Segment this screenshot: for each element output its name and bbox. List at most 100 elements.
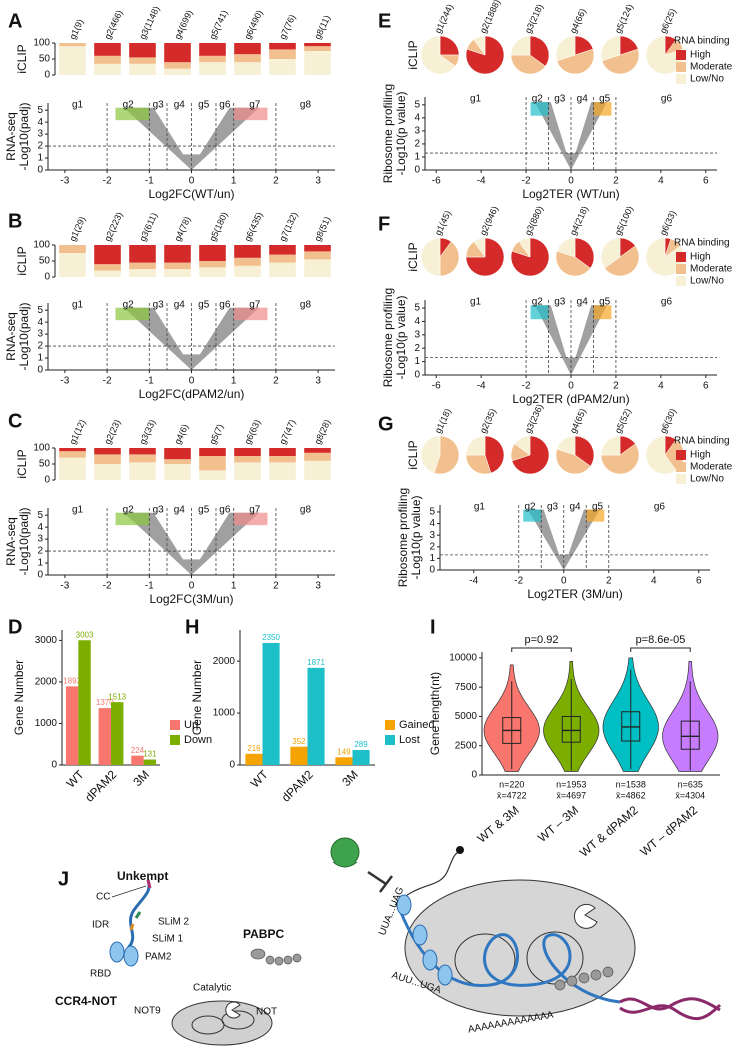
group-label: g6	[219, 100, 231, 111]
bar	[78, 640, 91, 765]
catalytic-icon	[573, 903, 598, 929]
bar	[290, 746, 308, 765]
y-tick-label: 0	[37, 165, 43, 176]
category-label: g7(47)	[277, 418, 297, 446]
bar-segment	[59, 448, 86, 452]
legend-swatch	[676, 62, 686, 72]
category-label: g3(1148)	[137, 5, 161, 41]
bar-segment	[59, 253, 86, 277]
y-tick-label: 3	[429, 530, 435, 541]
y-tick-label: 7500	[455, 682, 478, 693]
bar-segment	[199, 62, 226, 75]
value-label: 216	[247, 744, 261, 753]
bar	[335, 757, 353, 765]
group-label: g5	[599, 94, 611, 105]
x-tick-label: WT	[248, 767, 272, 791]
category-label: g7(76)	[277, 13, 297, 41]
x-axis-label: Log2TER (dPAM2/un)	[512, 392, 629, 406]
panel-letter: F	[378, 213, 390, 235]
bar-segment	[269, 448, 296, 456]
category-label: g1(244)	[433, 2, 455, 34]
y-axis-label: -Log10(p value)	[409, 495, 423, 579]
x-axis-label: Log2TER (WT/un)	[522, 187, 619, 201]
cc-segment	[146, 879, 152, 889]
bar-segment	[234, 448, 261, 456]
x-tick-label: 2	[613, 381, 619, 392]
legend-label: High	[690, 50, 711, 61]
x-tick-label: -3	[60, 176, 69, 187]
y-axis-label: -Log10(padj)	[17, 507, 31, 575]
x-tick-label: 0	[568, 381, 574, 392]
category-label: g4(6)	[172, 423, 190, 446]
bar-segment	[164, 448, 191, 460]
x-axis-label: Log2FC(dPAM2/un)	[139, 387, 245, 401]
y-tick-label: 1000	[35, 718, 58, 729]
legend-swatch	[676, 462, 686, 472]
highlight-up	[586, 509, 605, 522]
value-label: 289	[354, 740, 368, 749]
x-tick-label: 0	[189, 376, 195, 387]
x-tick-label: -2	[514, 576, 523, 587]
bar-segment	[129, 245, 156, 263]
bead	[554, 979, 566, 991]
bar-segment	[129, 63, 156, 75]
x-tick-label: 6	[703, 176, 709, 187]
y-tick-label: 2	[37, 141, 43, 152]
y-tick-label: 2000	[35, 677, 58, 688]
y-axis-label: Ribosome profiling	[396, 488, 410, 587]
group-label: g3	[153, 300, 165, 311]
highlight-up	[233, 512, 268, 526]
pie-slice	[433, 435, 460, 475]
y-tick-label: 3	[414, 329, 420, 340]
y-axis-label: iCLIP	[15, 449, 29, 478]
x-tick-label: 2	[273, 376, 279, 387]
x-tick-label: WT – dPAM2	[637, 803, 700, 859]
y-tick-label: 2	[37, 341, 43, 352]
bar-segment	[129, 43, 156, 58]
pie-slice	[600, 35, 621, 62]
label: NOT9	[134, 1006, 161, 1017]
bar-segment	[94, 63, 121, 75]
category-label: g6(435)	[242, 210, 264, 242]
y-tick-label: 10000	[449, 652, 477, 663]
mean-label: x̄=4722	[497, 790, 527, 800]
x-tick-label: -4	[469, 576, 478, 587]
bar-segment	[304, 448, 331, 453]
y-tick-label: 1	[414, 152, 420, 163]
group-label: g8	[300, 300, 312, 311]
panel-letter: J	[58, 868, 69, 890]
x-tick-label: -4	[477, 381, 486, 392]
pabpc-chain	[554, 966, 614, 991]
y-axis-label: iCLIP	[406, 242, 420, 271]
category-label: g6(63)	[242, 418, 262, 446]
bar-segment	[304, 251, 331, 260]
label: PABPC	[243, 927, 284, 941]
highlight-down	[115, 307, 150, 321]
legend-label: Moderate	[690, 462, 733, 473]
rbd-domain	[109, 941, 125, 963]
pie-slice	[473, 35, 486, 56]
bar	[65, 686, 79, 765]
category-label: g7(132)	[277, 210, 299, 242]
category-label: g2(466)	[102, 8, 124, 40]
y-tick-label: 3	[414, 126, 420, 137]
n-label: n=635	[678, 779, 703, 789]
bar-segment	[304, 245, 331, 252]
group-label: g1	[72, 505, 84, 516]
group-label: g4	[174, 100, 186, 111]
bar-segment	[94, 448, 121, 455]
legend-swatch	[676, 50, 686, 60]
bar-segment	[234, 43, 261, 55]
bar-segment	[234, 54, 261, 63]
category-label: g4(65)	[568, 407, 588, 435]
bar-segment	[269, 49, 296, 59]
legend-swatch	[385, 720, 395, 730]
bar	[262, 642, 280, 765]
category-label: g5(741)	[207, 8, 229, 40]
y-tick-label: 0	[37, 365, 43, 376]
bar-segment	[94, 43, 121, 56]
legend-title: RNA binding	[674, 36, 730, 47]
x-tick-label: dPAM2	[82, 767, 119, 804]
y-tick-label: 1	[37, 153, 43, 164]
y-axis-label: Gene Number	[190, 660, 204, 735]
